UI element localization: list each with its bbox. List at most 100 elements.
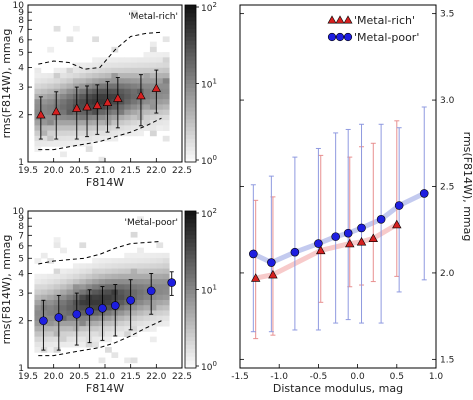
heatmap-cell bbox=[53, 268, 61, 275]
heatmap-cell bbox=[47, 141, 55, 147]
legend-label: 'Metal-rich' bbox=[354, 14, 415, 27]
y-tick-label: 3 bbox=[18, 289, 24, 299]
heatmap-cell bbox=[149, 320, 157, 327]
heatmap-cell bbox=[137, 310, 144, 317]
heatmap-cell bbox=[92, 125, 99, 131]
colorbar-step bbox=[185, 313, 196, 318]
heatmap-cell bbox=[137, 326, 144, 332]
heatmap-cell bbox=[79, 331, 87, 337]
heatmap-cell bbox=[85, 83, 93, 90]
y-tick-label: 4 bbox=[18, 63, 24, 73]
heatmap-cell bbox=[162, 294, 170, 301]
heatmap-cell bbox=[124, 67, 132, 74]
heatmap-cell bbox=[53, 242, 61, 249]
heatmap-cell bbox=[40, 141, 48, 147]
heatmap-cell bbox=[143, 57, 151, 63]
y-tick-label: 10 bbox=[13, 207, 25, 217]
colorbar-step bbox=[185, 20, 196, 26]
heatmap-cell bbox=[162, 125, 170, 131]
heatmap-cell bbox=[60, 315, 67, 322]
heatmap-cell bbox=[60, 320, 67, 327]
heatmap-cell bbox=[40, 294, 48, 301]
heatmap-cell bbox=[149, 83, 157, 90]
colorbar-step bbox=[185, 67, 196, 73]
colorbar-step bbox=[185, 107, 196, 112]
heatmap-cell bbox=[66, 284, 74, 290]
heatmap-cell bbox=[92, 273, 99, 280]
colorbar-step bbox=[185, 130, 196, 136]
heatmap-cell bbox=[92, 109, 99, 116]
colorbar-step bbox=[185, 110, 196, 116]
data-point bbox=[113, 93, 123, 102]
heatmap-cell bbox=[92, 289, 99, 296]
heatmap-cell bbox=[117, 284, 125, 290]
heatmap-cell bbox=[79, 310, 87, 317]
heatmap-cell bbox=[137, 67, 144, 74]
heatmap-cell bbox=[53, 83, 61, 90]
x-tick-label: 21.0 bbox=[95, 372, 115, 382]
heatmap-cell bbox=[92, 331, 99, 337]
heatmap-cell bbox=[53, 305, 61, 311]
heatmap-cell bbox=[130, 67, 138, 74]
data-point bbox=[110, 301, 120, 310]
heatmap-cell bbox=[162, 88, 170, 95]
heatmap-cell bbox=[72, 273, 80, 280]
heatmap-cell bbox=[53, 299, 61, 306]
heatmap-cell bbox=[156, 62, 164, 69]
heatmap-cell bbox=[130, 252, 138, 259]
x-tick-label: 21.5 bbox=[121, 372, 141, 382]
colorbar-step bbox=[185, 95, 196, 100]
heatmap-cell bbox=[143, 299, 151, 306]
data-point bbox=[250, 273, 261, 282]
heatmap-cell bbox=[34, 347, 42, 353]
heatmap-cell bbox=[53, 120, 61, 126]
heatmap-cell bbox=[143, 294, 151, 301]
heatmap-cell bbox=[72, 67, 80, 74]
heatmap-cell bbox=[34, 120, 42, 126]
heatmap-cell bbox=[149, 57, 157, 63]
heatmap-cell bbox=[66, 93, 74, 100]
heatmap-cell bbox=[92, 341, 99, 348]
heatmap-cell bbox=[98, 125, 106, 131]
y-axis-label: rms(F814W), mmag bbox=[0, 235, 13, 345]
heatmap-cell bbox=[47, 130, 55, 137]
colorbar-step bbox=[185, 36, 196, 41]
heatmap-cell bbox=[143, 109, 151, 116]
colorbar-step bbox=[185, 297, 196, 302]
heatmap-cell bbox=[60, 336, 67, 343]
colorbar-step bbox=[185, 285, 196, 290]
colorbar-step bbox=[185, 344, 196, 349]
heatmap-cell bbox=[143, 88, 151, 95]
heatmap-cell bbox=[156, 320, 164, 327]
heatmap-cell bbox=[92, 99, 99, 105]
heatmap-cell bbox=[117, 88, 125, 95]
heatmap-cell bbox=[40, 331, 48, 337]
heatmap-cell bbox=[92, 67, 99, 74]
heatmap-cell bbox=[85, 268, 93, 275]
heatmap-cell bbox=[79, 320, 87, 327]
heatmap-cell bbox=[53, 67, 61, 74]
data-point bbox=[136, 90, 146, 100]
heatmap-cell bbox=[53, 336, 61, 343]
heatmap-cell bbox=[47, 289, 55, 296]
heatmap-cell bbox=[79, 83, 87, 90]
data-point bbox=[36, 109, 46, 119]
heatmap-cell bbox=[66, 67, 74, 74]
colorbar-tick-exponent: 2 bbox=[212, 1, 216, 9]
heatmap-cell bbox=[143, 120, 151, 126]
colorbar-step bbox=[185, 320, 196, 326]
data-point bbox=[98, 304, 107, 313]
colorbar-step bbox=[185, 16, 196, 22]
data-point bbox=[249, 249, 258, 259]
heatmap-cell bbox=[162, 279, 170, 285]
colorbar-step bbox=[185, 142, 196, 147]
heatmap-cell bbox=[60, 88, 67, 95]
colorbar-step bbox=[185, 262, 196, 267]
heatmap-cell bbox=[143, 320, 151, 327]
heatmap-cell bbox=[143, 305, 151, 311]
heatmap-cell bbox=[34, 130, 42, 137]
heatmap-cell bbox=[137, 258, 144, 264]
heatmap-cell bbox=[34, 135, 42, 142]
heatmap-cell bbox=[40, 120, 48, 126]
colorbar-step bbox=[185, 150, 196, 155]
